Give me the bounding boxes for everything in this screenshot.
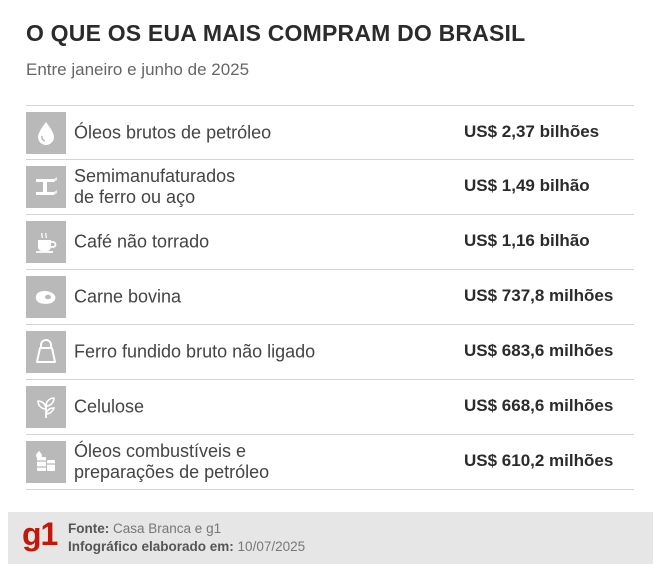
product-label-line: Semimanufaturados [74,166,236,186]
made-label: Infográfico elaborado em: [68,539,234,554]
chart-subtitle: Entre janeiro e junho de 2025 [26,60,250,79]
product-value: US$ 1,16 bilhão [464,230,590,250]
product-value: US$ 1,49 bilhão [464,175,590,195]
made-line: Infográfico elaborado em: 10/07/2025 [68,539,305,554]
table-row: Semimanufaturados de ferro ou aço US$ 1,49… [26,160,634,215]
table-row: Carne bovina US$ 737,8 milhões [26,270,634,325]
chart-title: O QUE OS EUA MAIS COMPRAM DO BRASIL [26,20,526,46]
product-label: Óleos brutos de petróleo [74,122,444,143]
product-value: US$ 2,37 bilhões [464,121,600,141]
oil-drop-icon [26,112,66,154]
product-value: US$ 610,2 milhões [464,450,614,470]
made-value: 10/07/2025 [237,539,306,554]
product-label-line: Ferro fundido bruto não ligado [74,341,316,362]
product-label-line: Óleos brutos de petróleo [74,122,272,142]
product-label: Semimanufaturados de ferro ou aço [74,166,444,208]
table-row: Óleos combustíveis e preparações de petró… [26,435,634,490]
table-row: Ferro fundido bruto não ligado US$ 683,6 … [26,325,634,380]
steel-beam-icon [26,166,66,208]
table-row: Celulose US$ 668,6 milhões [26,380,634,435]
product-label: Café não torrado [74,232,444,253]
product-label: Celulose [74,397,444,418]
product-label: Ferro fundido bruto não ligado [74,342,444,363]
product-label-line: de ferro ou aço [74,187,196,207]
meat-steak-icon [26,276,66,318]
product-label-line: Carne bovina [74,286,182,307]
table-row: Óleos brutos de petróleo US$ 2,37 bilhões [26,105,634,160]
source-line: Fonte: Casa Branca e g1 [68,521,221,536]
plant-leaves-icon [26,386,66,428]
product-label-line: Celulose [74,396,145,417]
product-label: Óleos combustíveis e preparações de petró… [74,441,444,483]
fuel-barrels-icon [26,441,66,483]
g1-logo: g1 [22,516,58,552]
product-label-line: Óleos combustíveis e [74,441,247,461]
table-row: Café não torrado US$ 1,16 bilhão [26,215,634,270]
product-label-line: preparações de petróleo [74,462,270,482]
footer: g1 Fonte: Casa Branca e g1 Infográfico e… [8,512,653,564]
product-value: US$ 737,8 milhões [464,285,614,305]
products-table: Óleos brutos de petróleo US$ 2,37 bilhões… [26,105,634,490]
product-value: US$ 683,6 milhões [464,340,614,360]
product-label: Carne bovina [74,287,444,308]
coffee-cup-icon [26,221,66,263]
source-value: Casa Branca e g1 [113,521,222,536]
source-label: Fonte: [68,521,110,536]
product-value: US$ 668,6 milhões [464,395,614,415]
product-label-line: Café não torrado [74,231,210,252]
iron-weight-icon [26,331,66,373]
